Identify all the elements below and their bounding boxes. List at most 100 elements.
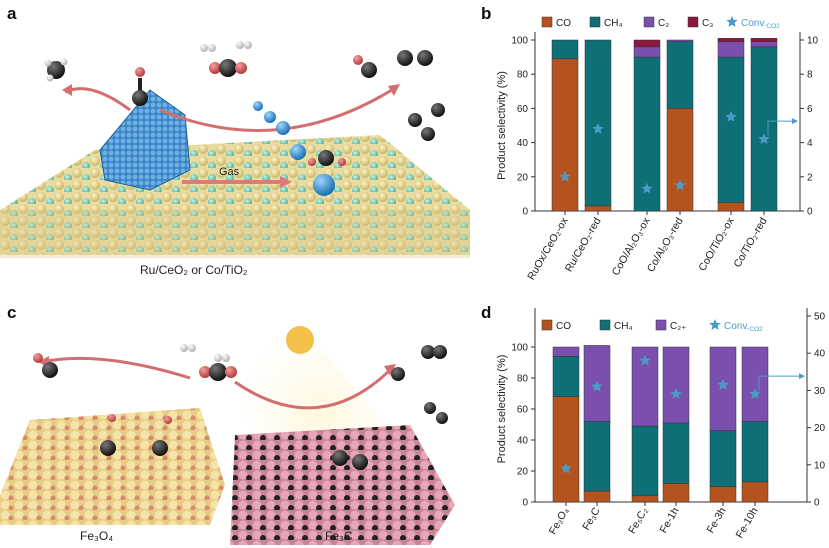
y2-tick-label: 10 <box>807 36 819 47</box>
legend-swatch <box>599 319 611 331</box>
y2-tick-label: 2 <box>807 172 813 183</box>
chart-b: 0 20 40 60 80 100 0 2 4 6 8 10 Product selectivity (… <box>496 16 819 282</box>
legend-swatch <box>655 319 667 331</box>
legend-star <box>726 16 738 27</box>
bar-segment <box>551 58 579 212</box>
panel-letter-c: c <box>7 303 17 322</box>
bar-segment <box>717 41 745 58</box>
conversion-arrowhead <box>799 373 805 380</box>
bar-segment <box>662 346 690 424</box>
conversion-star <box>758 133 770 144</box>
conversion-star <box>591 380 603 392</box>
caption-fe3o4: Fe₃O₄ <box>80 529 113 543</box>
y-tick-label: 60 <box>517 405 529 416</box>
conversion-star <box>559 170 571 182</box>
y2-tick-label: 40 <box>814 349 826 360</box>
y-tick-label: 100 <box>511 36 528 47</box>
illustration-c: Fe₃O₄ Fe₃C <box>0 325 455 545</box>
bar-segment <box>666 41 694 109</box>
bar-segment <box>750 38 778 42</box>
illustration-a: Gas Ru/CeO₂ or Co/TiO₂ <box>0 41 470 277</box>
bar-segment <box>631 425 659 497</box>
y2-tick-label: 4 <box>807 138 813 149</box>
bar-segment <box>709 346 737 431</box>
panel-letter-d: d <box>481 303 492 322</box>
bar-segment <box>584 39 612 207</box>
chart-d: 0 20 40 60 80 100 0 10 20 30 40 50 Product selectivi… <box>496 308 826 540</box>
bar-segment <box>717 38 745 42</box>
legend-label: CH₄ <box>614 321 633 332</box>
legend-swatch <box>687 16 699 28</box>
legend-label: C₃ <box>702 18 713 29</box>
panel-letter-b: b <box>481 4 492 23</box>
bar-segment <box>666 39 694 42</box>
conversion-arrowhead <box>792 118 798 125</box>
conversion-star <box>717 378 729 390</box>
conversion-arrow <box>758 375 803 391</box>
bar-segment <box>741 346 769 422</box>
y-tick-label: 0 <box>522 207 528 218</box>
x-tick-label: RuOx/CeO₂-ox <box>525 215 571 282</box>
bar-segment <box>662 422 690 484</box>
bar-segment <box>666 108 694 212</box>
bar-segment <box>552 346 580 357</box>
x-tick-label: Fe₃C <box>580 505 603 532</box>
conversion-star <box>725 110 737 122</box>
bar-segment <box>631 495 659 503</box>
bar-segment <box>717 202 745 212</box>
legend-swatch <box>643 16 655 28</box>
y2-tick-label: 0 <box>814 498 820 509</box>
legend-swatch <box>541 16 553 28</box>
bar-segment <box>662 483 690 503</box>
conversion-star <box>674 179 686 191</box>
conversion-star <box>639 354 651 366</box>
bar-segment <box>741 481 769 503</box>
legend-label: Conv.CO2 <box>724 321 763 333</box>
x-tick-label: Fe₅C₂ <box>626 506 650 536</box>
legend-swatch <box>589 16 601 28</box>
x-tick-label: Fe-1h <box>657 505 681 535</box>
y-tick-label: 100 <box>511 343 528 354</box>
y2-tick-label: 6 <box>807 104 813 115</box>
y2-tick-label: 20 <box>814 423 826 434</box>
bar-segment <box>709 430 737 487</box>
y-tick-label: 20 <box>517 172 529 183</box>
conversion-star <box>592 122 604 134</box>
y-tick-label: 60 <box>517 104 529 115</box>
bar-segment <box>583 490 611 503</box>
bar-segment <box>552 396 580 503</box>
caption-a: Ru/CeO₂ or Co/TiO₂ <box>140 263 248 277</box>
gas-label: Gas <box>219 166 240 178</box>
y2-tick-label: 50 <box>814 312 826 323</box>
bar-segment <box>709 486 737 503</box>
legend-label: CO <box>556 321 571 332</box>
conversion-star <box>560 462 572 474</box>
legend-star <box>709 319 721 330</box>
legend-label: C₂ <box>658 18 669 29</box>
bar-segment <box>750 46 778 212</box>
caption-fe3c: Fe₃C <box>325 529 353 543</box>
y2-tick-label: 0 <box>807 207 813 218</box>
conversion-star <box>749 388 761 399</box>
legend-label: C₂₊ <box>670 321 686 332</box>
conversion-star <box>641 182 653 194</box>
y-tick-label: 80 <box>517 70 529 81</box>
x-tick-label: Fe₃O₄ <box>547 506 572 537</box>
y2-tick-label: 10 <box>814 460 826 471</box>
x-tick-label: Fe-3h <box>704 505 728 535</box>
y-tick-label: 0 <box>522 498 528 509</box>
x-tick-label: Fe-10h <box>734 505 761 540</box>
y-tick-label: 40 <box>517 436 529 447</box>
bar-segment <box>551 39 579 60</box>
y-tick-label: 20 <box>517 467 529 478</box>
legend-label: CH₄ <box>604 18 623 29</box>
bar-segment <box>552 356 580 397</box>
y-axis-label: Product selectivity (%) <box>496 355 508 464</box>
bar-segment <box>583 421 611 492</box>
y2-tick-label: 30 <box>814 386 826 397</box>
conversion-star <box>670 388 682 399</box>
bar-segment <box>584 205 612 212</box>
bar-segment <box>633 46 661 58</box>
y-tick-label: 80 <box>517 374 529 385</box>
conversion-arrow <box>767 120 796 136</box>
